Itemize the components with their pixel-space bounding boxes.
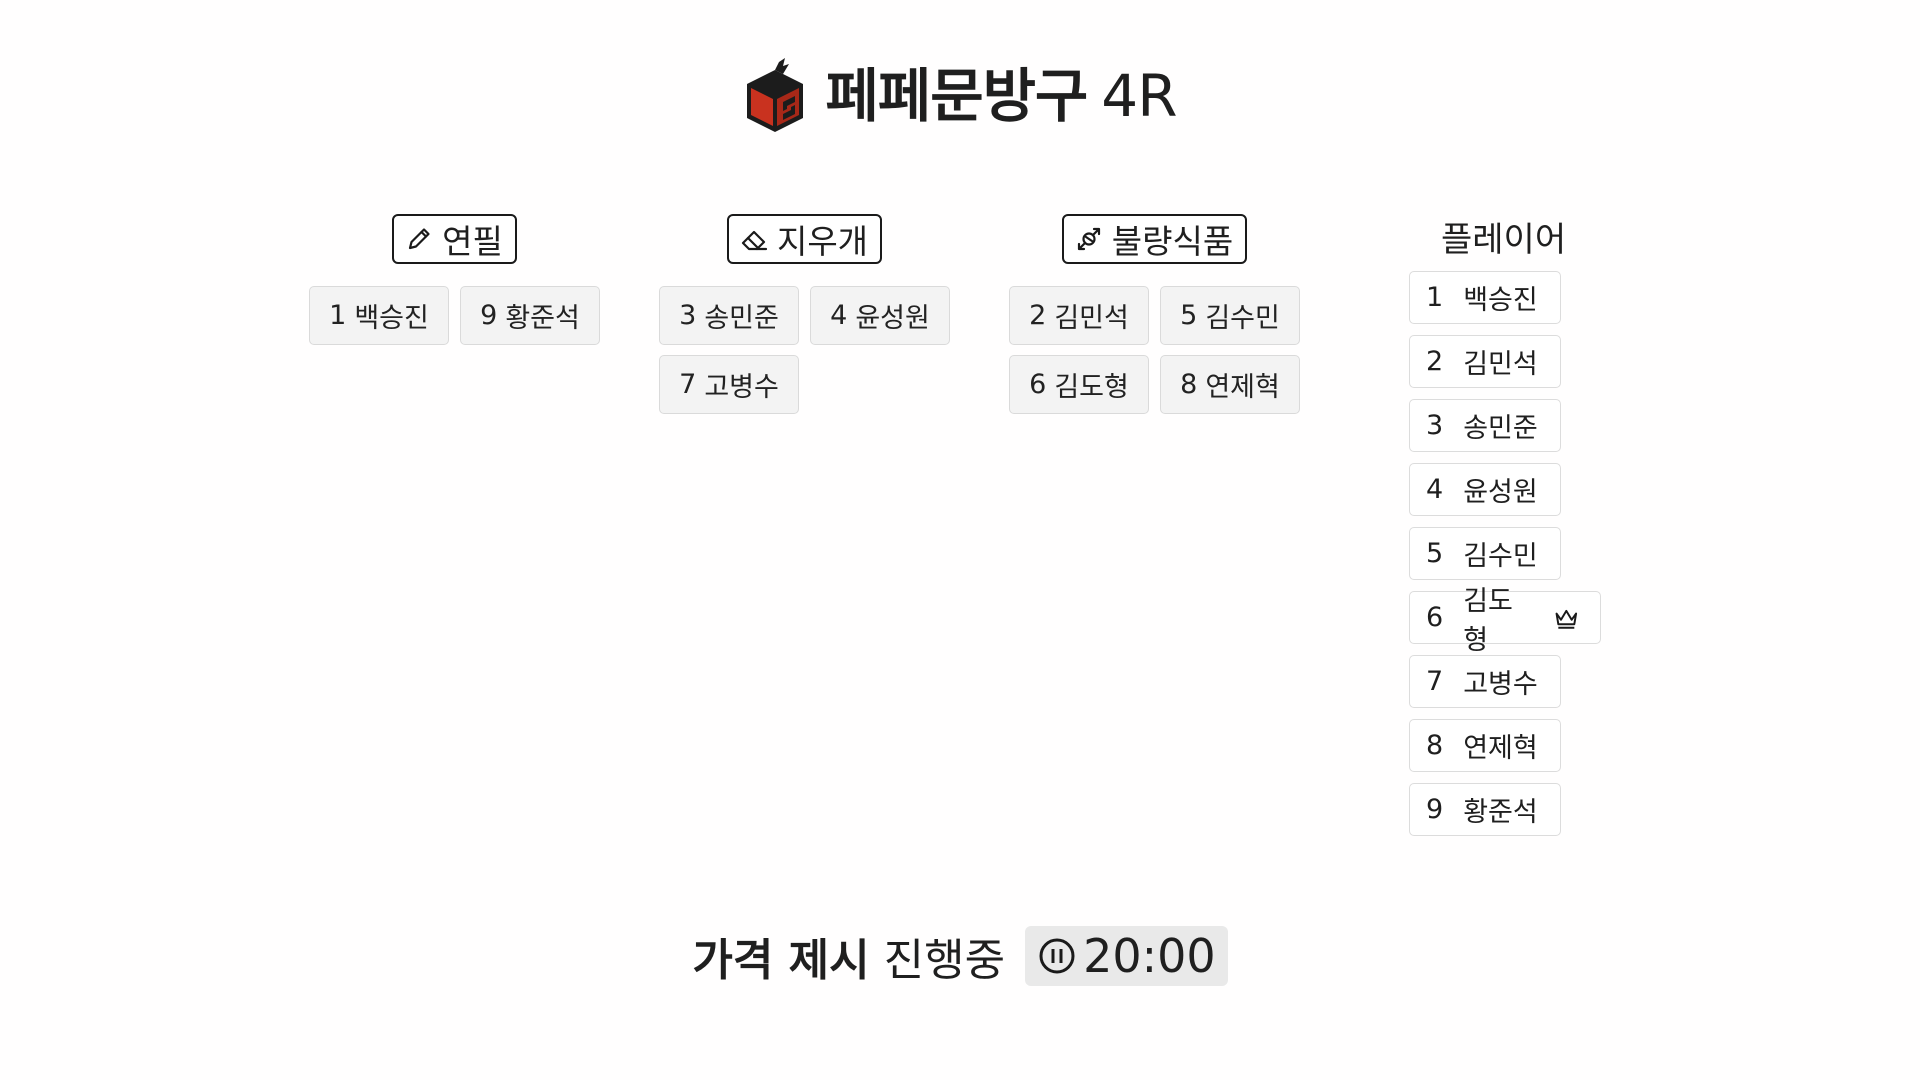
player-name: 연제혁 xyxy=(1463,733,1538,764)
player-number: 8 xyxy=(1426,730,1444,761)
player-name: 김민석 xyxy=(1054,303,1129,334)
player-name: 송민준 xyxy=(704,303,779,334)
pencil-icon xyxy=(409,228,430,250)
player-number: 9 xyxy=(480,300,498,331)
player-name: 김도형 xyxy=(1054,372,1129,403)
status-state: 진행중 xyxy=(883,935,1006,986)
player-number: 3 xyxy=(679,300,697,331)
player-name: 황준석 xyxy=(505,303,580,334)
player-item[interactable]: 4 윤성원 xyxy=(1409,463,1561,516)
player-number: 2 xyxy=(1029,300,1047,331)
player-name: 백승진 xyxy=(354,303,429,334)
category-label: 지우개 xyxy=(776,222,869,261)
eraser-icon xyxy=(741,230,768,251)
timer-button[interactable]: 20:00 xyxy=(1025,926,1228,986)
page-title: 페페문방구 4R xyxy=(825,62,1177,130)
category-players: 3 송민준 4 윤성원 7 고병수 xyxy=(659,286,950,414)
header: 페페문방구 4R xyxy=(0,56,1920,136)
category-header-candy[interactable]: 불량식품 xyxy=(1061,214,1248,264)
timer-value: 20:00 xyxy=(1083,929,1216,983)
player-item[interactable]: 8 연제혁 xyxy=(1409,719,1561,772)
player-chip[interactable]: 5 김수민 xyxy=(1160,286,1300,345)
player-name: 윤성원 xyxy=(1463,477,1538,508)
player-name: 송민준 xyxy=(1463,413,1538,444)
player-item[interactable]: 6 김도형 xyxy=(1409,586,1601,656)
player-number: 7 xyxy=(1426,666,1444,697)
player-list: 플레이어 1 백승진 2 김민석 3 송민준 4 윤성원 5 김수민 6 김도형 xyxy=(1409,212,1601,847)
player-item[interactable]: 7 고병수 xyxy=(1409,655,1561,708)
player-name: 연제혁 xyxy=(1205,372,1280,403)
candy-icon xyxy=(1077,227,1100,251)
player-item[interactable]: 3 송민준 xyxy=(1409,399,1561,452)
player-number: 4 xyxy=(1426,474,1444,505)
category-players: 1 백승진 9 황준석 xyxy=(309,286,600,345)
player-item[interactable]: 9 황준석 xyxy=(1409,783,1561,836)
player-name: 윤성원 xyxy=(855,303,930,334)
player-name: 고병수 xyxy=(704,372,779,403)
player-number: 3 xyxy=(1426,410,1444,441)
status-bar: 가격 제시 진행중 20:00 xyxy=(0,924,1920,988)
logo-icon xyxy=(747,58,804,132)
player-number: 4 xyxy=(830,300,848,331)
player-item[interactable]: 2 김민석 xyxy=(1409,335,1561,388)
category-header-eraser[interactable]: 지우개 xyxy=(726,214,883,264)
player-number: 7 xyxy=(679,369,697,400)
status-label: 가격 제시 xyxy=(692,935,870,986)
player-chip[interactable]: 9 황준석 xyxy=(460,286,600,345)
player-name: 김민석 xyxy=(1463,349,1538,380)
category-players: 2 김민석 5 김수민 6 김도형 8 연제혁 xyxy=(1009,286,1300,414)
player-number: 1 xyxy=(1426,282,1444,313)
player-name: 고병수 xyxy=(1463,669,1538,700)
player-name: 황준석 xyxy=(1463,797,1538,828)
category-label: 연필 xyxy=(442,222,503,261)
player-item[interactable]: 5 김수민 xyxy=(1409,527,1561,580)
category-header-pencil[interactable]: 연필 xyxy=(392,214,517,264)
player-number: 1 xyxy=(329,300,347,331)
player-chip[interactable]: 3 송민준 xyxy=(659,286,799,345)
category-eraser: 지우개 3 송민준 4 윤성원 7 고병수 xyxy=(659,214,950,414)
player-number: 9 xyxy=(1426,794,1444,825)
player-chip[interactable]: 2 김민석 xyxy=(1009,286,1149,345)
player-chip[interactable]: 4 윤성원 xyxy=(810,286,950,345)
crown-icon xyxy=(1555,609,1578,629)
category-candy: 불량식품 2 김민석 5 김수민 6 김도형 8 연제혁 xyxy=(1009,214,1300,414)
player-chip[interactable]: 8 연제혁 xyxy=(1160,355,1300,414)
player-list-title: 플레이어 xyxy=(1441,220,1567,260)
title-text: 페페문방구 xyxy=(825,62,1088,130)
player-name: 김수민 xyxy=(1463,541,1538,572)
player-chip[interactable]: 6 김도형 xyxy=(1009,355,1149,414)
player-name: 백승진 xyxy=(1463,285,1538,316)
player-item[interactable]: 1 백승진 xyxy=(1409,271,1561,324)
player-name: 김도형 xyxy=(1463,585,1513,656)
player-name: 김수민 xyxy=(1205,303,1280,334)
category-pencil: 연필 1 백승진 9 황준석 xyxy=(309,214,600,345)
player-chip[interactable]: 1 백승진 xyxy=(309,286,449,345)
player-number: 6 xyxy=(1426,602,1444,633)
player-number: 5 xyxy=(1426,538,1444,569)
player-number: 6 xyxy=(1029,369,1047,400)
pause-circle-icon xyxy=(1039,938,1075,974)
player-number: 8 xyxy=(1180,369,1198,400)
status-text: 가격 제시 진행중 xyxy=(692,924,1005,988)
category-label: 불량식품 xyxy=(1111,222,1234,261)
player-chip[interactable]: 7 고병수 xyxy=(659,355,799,414)
player-number: 5 xyxy=(1180,300,1198,331)
round-label: 4R xyxy=(1101,62,1177,130)
player-number: 2 xyxy=(1426,346,1444,377)
